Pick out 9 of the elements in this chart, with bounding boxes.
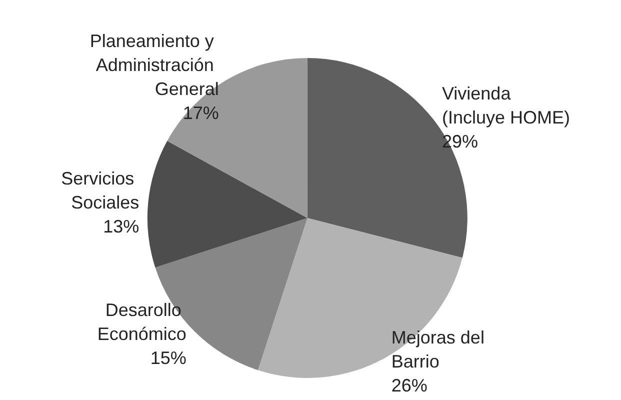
data-label: 13% <box>103 216 140 237</box>
data-label: 17% <box>182 102 219 123</box>
slice-label: Servicios Sociales <box>61 168 140 213</box>
slice-label: Planeamiento y Administración General <box>90 30 219 99</box>
slice-label: Desarollo Económico <box>97 300 186 344</box>
slice-label: Mejoras del Barrio <box>391 328 490 372</box>
data-label: 15% <box>150 348 186 368</box>
data-label: 26% <box>391 376 428 396</box>
slice-label: Vivienda (Incluye HOME) <box>442 83 570 128</box>
